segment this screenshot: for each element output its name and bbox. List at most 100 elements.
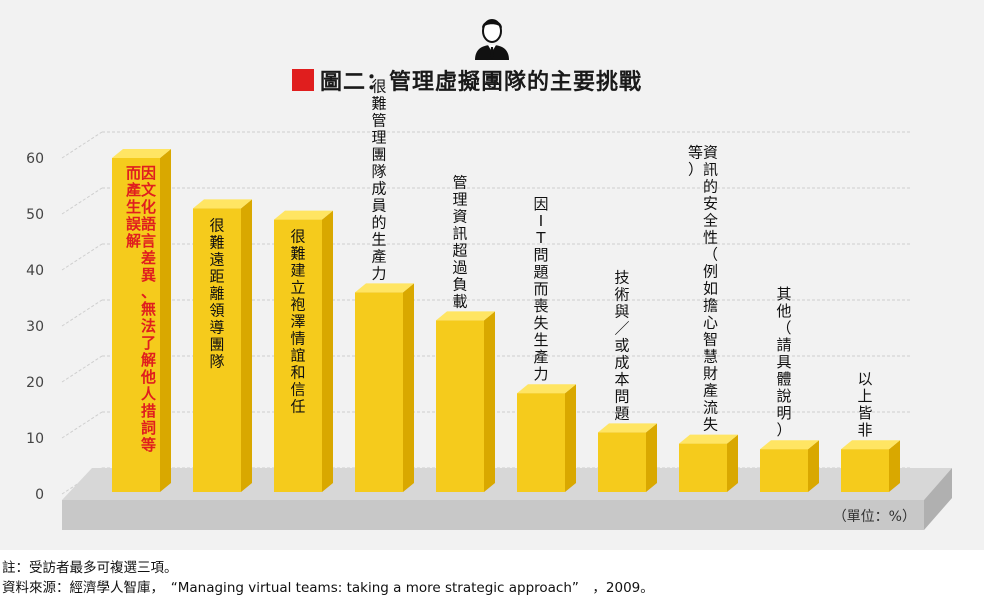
category-label-char: 產 [371,247,386,265]
category-label-char: 語 [141,215,156,233]
bar [112,158,160,492]
category-label-char: 例 [703,263,718,281]
grid-line [61,131,103,159]
category-label-char: 很 [290,228,305,246]
chart-title: 圖二：管理虛擬團隊的主要挑戰 [292,63,642,97]
category-label-char: 離 [209,284,224,302]
category-label-char: 安 [703,195,718,213]
category-label-char: 信 [290,381,305,399]
category-label-char: 技 [614,268,629,286]
grid-line [61,243,103,271]
category-label-char: （ [703,246,718,264]
category-label-char: 成 [614,353,629,371]
grid-line [61,411,103,439]
category-label-char: ） [776,421,791,439]
bar-side [322,210,333,492]
bar-top [112,149,171,158]
category-label-char: 建 [290,262,305,280]
chart-floor-front [62,500,924,530]
category-label-char: 理 [452,190,467,208]
category-label-char: 團 [209,335,224,353]
bar-side [646,423,657,492]
category-label-char: 理 [371,128,386,146]
category-label-char: 全 [703,212,718,230]
y-tick-label: 20 [26,375,44,391]
category-label-char: 解 [126,232,141,250]
businessman-icon [467,14,517,64]
category-label-char: 的 [703,178,718,196]
category-label-char: 人 [141,385,157,403]
bar-side [889,440,900,492]
category-label-char: 導 [209,318,224,336]
category-label-char: 產 [703,382,718,400]
bar [841,449,889,492]
category-label-char: 他 [140,368,156,386]
grid-line [61,467,103,495]
bar-top [598,423,657,433]
bar-top [517,384,576,394]
category-label-char: 團 [371,145,386,163]
category-label-char: 資 [703,144,718,162]
category-label-char: 財 [703,365,718,383]
category-label-char: 產 [125,181,141,199]
category-label-char: 難 [209,233,224,251]
category-label-char: 題 [614,404,629,422]
category-label-char: 袍 [290,296,305,314]
category-label-char: 任 [290,398,305,416]
bar-side [403,283,414,492]
category-label-char: 而 [533,280,548,298]
bar [679,443,727,492]
bar-side [484,311,495,492]
category-label-char: 遠 [209,250,224,268]
category-label-char: 他 [776,302,791,320]
category-label-char: 而 [126,164,141,182]
category-label-char: 與 [614,302,629,320]
category-label-char: 超 [452,241,467,259]
category-label-char: 力 [533,365,548,383]
category-label-char: 很 [209,216,224,234]
category-label-char: 誤 [126,215,142,233]
bar [436,320,484,492]
category-label-char: 情 [290,330,305,348]
category-label-char: 化 [141,198,156,216]
category-label-char: 本 [614,370,629,388]
category-label-char: 體 [776,370,791,388]
category-label-char: 心 [703,314,718,332]
category-label-char: 慧 [703,348,718,366]
category-label-char: 因 [533,195,548,213]
category-label-char: 術 [614,285,629,303]
category-label-char: 立 [290,279,305,297]
category-label-char: 上 [857,387,872,405]
category-label-char: 和 [290,364,305,382]
bar-top [760,440,819,450]
category-label-char: 其 [776,285,791,303]
bar-side [808,440,819,492]
category-label-char: 了 [141,334,156,352]
bar-side [160,149,171,492]
category-label-char: I [539,212,543,230]
category-label-char: 文 [141,181,157,199]
category-label-char: 載 [452,292,467,310]
category-label-char: 以 [857,370,872,388]
category-label-char: 喪 [533,297,548,315]
category-label-char: 或 [614,336,629,354]
category-label-char: 智 [703,331,718,349]
bar [517,393,565,492]
unit-label: （單位：%） [832,509,916,525]
category-label-char: 難 [290,245,305,263]
category-label-char: 說 [776,387,791,405]
category-label-char: 的 [371,213,386,231]
bar [760,449,808,492]
category-label-char: 問 [533,246,548,264]
category-label-char: 性 [703,229,718,247]
category-label-char: 因 [141,164,156,182]
chart-area: 0 10 20 30 40 50 60 因文化語言差異、無法了解他人措詞等而產生誤解很難遠距離… [0,0,984,550]
bar-top [679,434,738,444]
category-label-char: 難 [371,94,386,112]
category-label-char: 等 [688,144,703,162]
chart-floor-side [924,468,952,530]
bar [355,292,403,492]
category-label-char: 領 [209,301,224,319]
category-label-char: 隊 [371,162,386,180]
bar-chart: 0102030405060因文化語言差異、無法了解他人措詞等而產生誤解很難遠距離… [26,77,952,530]
